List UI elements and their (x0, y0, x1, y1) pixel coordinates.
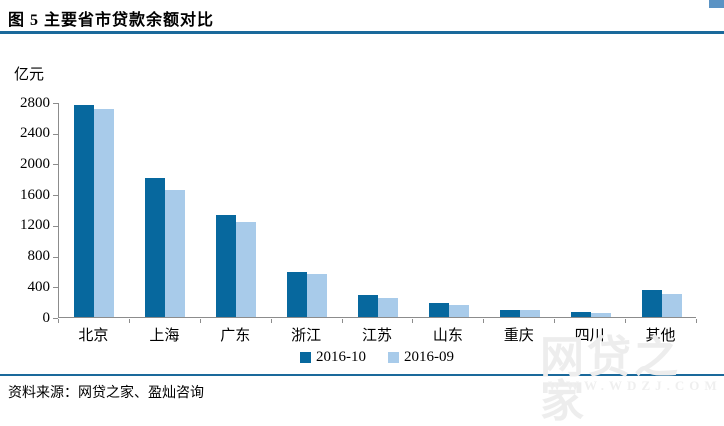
bar-2016-09-江苏 (378, 297, 398, 317)
y-tick-label: 800 (27, 248, 51, 265)
chart-legend: 2016-10 2016-09 (58, 349, 696, 366)
y-tick-mark (53, 195, 58, 197)
x-category-label: 其他 (645, 328, 676, 344)
x-tick-mark (128, 319, 130, 323)
x-category-label: 北京 (78, 328, 109, 344)
y-tick-label: 1200 (20, 217, 50, 234)
y-tick-mark (53, 103, 58, 104)
bar-2016-09-其他 (661, 293, 682, 317)
y-tick-label: 400 (27, 278, 51, 295)
y-tick-label: 2400 (20, 125, 50, 142)
bar-2016-10-北京 (74, 105, 95, 317)
bar-2016-10-其他 (641, 290, 662, 317)
y-tick-label: 2800 (20, 94, 50, 111)
title-divider (0, 31, 724, 34)
x-category-label: 浙江 (291, 328, 322, 344)
legend-label: 2016-09 (404, 349, 454, 365)
legend-swatch (388, 352, 399, 363)
x-tick-mark (341, 319, 343, 323)
bar-2016-09-浙江 (307, 274, 328, 317)
legend-item-2016-10: 2016-10 (300, 349, 366, 366)
x-tick-mark (58, 319, 59, 323)
x-category-label: 重庆 (503, 328, 534, 344)
bar-2016-10-重庆 (499, 309, 520, 317)
corner-accent (709, 0, 724, 8)
x-tick-mark (270, 319, 272, 323)
y-tick-mark (53, 256, 58, 258)
y-tick-label: 1600 (20, 186, 50, 203)
source-note: 资料来源：网贷之家、盈灿咨询 (8, 386, 204, 401)
x-tick-mark (625, 319, 627, 323)
legend-swatch (300, 352, 311, 363)
x-category-label: 山东 (432, 328, 463, 344)
bar-2016-09-上海 (165, 189, 186, 317)
figure-title: 图 5 主要省市贷款余额对比 (8, 12, 215, 29)
x-tick-mark (554, 319, 556, 323)
bar-2016-09-四川 (590, 312, 611, 317)
y-tick-mark (53, 318, 58, 319)
y-tick-label: 2000 (20, 155, 50, 172)
bar-2016-09-山东 (448, 304, 469, 317)
y-tick-label: 0 (42, 309, 51, 326)
x-category-label: 四川 (574, 328, 605, 344)
x-tick-mark (199, 319, 201, 323)
y-tick-mark (53, 164, 58, 166)
bar-2016-09-广东 (236, 221, 257, 317)
footer-divider (0, 374, 724, 376)
y-tick-mark (53, 287, 58, 289)
bar-2016-09-重庆 (519, 310, 540, 317)
plot-area (58, 103, 696, 318)
y-tick-mark (53, 133, 58, 135)
bar-2016-09-北京 (94, 108, 115, 317)
legend-item-2016-09: 2016-09 (388, 349, 454, 366)
y-tick-mark (53, 225, 58, 227)
x-category-label: 江苏 (361, 328, 392, 344)
x-tick-mark (696, 319, 697, 323)
x-category-label: 广东 (220, 328, 251, 344)
bar-2016-10-江苏 (358, 294, 378, 317)
bar-2016-10-上海 (145, 178, 166, 317)
bar-2016-10-四川 (570, 312, 591, 317)
bar-2016-10-浙江 (287, 271, 308, 317)
legend-label: 2016-10 (316, 349, 366, 365)
watermark-url: WWW.WDZJ.COM (548, 378, 722, 393)
x-tick-mark (412, 319, 414, 323)
x-tick-mark (483, 319, 485, 323)
y-axis-unit-label: 亿元 (14, 67, 45, 83)
x-category-label: 上海 (149, 328, 180, 344)
bar-2016-10-广东 (216, 214, 237, 317)
bar-2016-10-山东 (428, 302, 449, 317)
